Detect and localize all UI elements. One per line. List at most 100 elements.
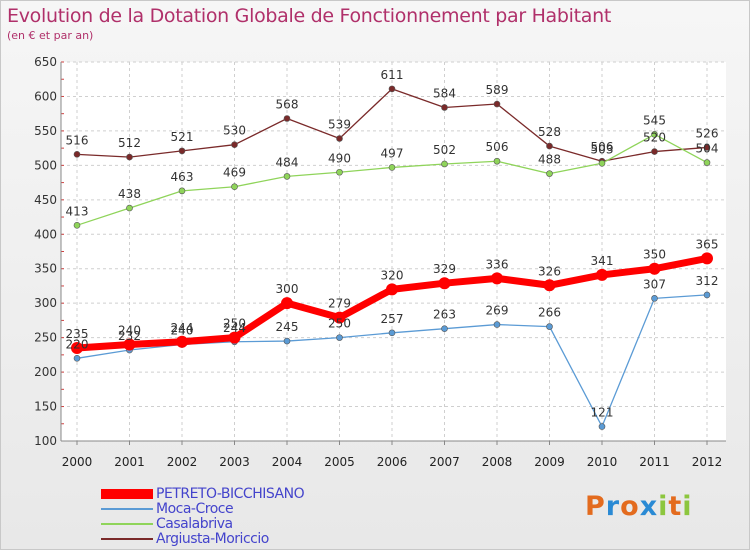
data-point <box>388 85 396 93</box>
data-label: 244 <box>223 321 246 335</box>
data-label: 365 <box>696 237 719 251</box>
logo-letter: i <box>682 491 693 522</box>
data-label: 263 <box>433 308 456 322</box>
chart-subtitle: (en € et par an) <box>7 29 94 42</box>
data-point <box>703 291 711 299</box>
data-label: 438 <box>118 187 141 201</box>
legend-label: PETRETO-BICCHISANO <box>156 486 305 502</box>
data-point <box>333 311 346 324</box>
data-point <box>73 222 81 229</box>
data-point <box>703 159 711 166</box>
data-label: 121 <box>591 406 614 420</box>
y-tick-label: 600 <box>34 89 57 103</box>
data-point <box>651 295 658 302</box>
data-point <box>703 144 711 151</box>
data-point <box>176 335 188 348</box>
data-label: 526 <box>696 126 719 140</box>
data-point <box>73 355 81 362</box>
data-label: 350 <box>643 248 666 262</box>
legend-label: Argiusta-Moriccio <box>156 531 269 547</box>
data-label: 320 <box>381 268 404 282</box>
data-point <box>651 131 658 138</box>
data-label: 589 <box>486 83 509 97</box>
data-label: 257 <box>381 312 404 326</box>
data-label: 611 <box>381 68 404 82</box>
data-label: 502 <box>433 143 456 157</box>
data-label: 336 <box>486 257 509 271</box>
data-label: 250 <box>223 317 246 331</box>
data-point <box>493 100 501 108</box>
legend-label: Casalabriva <box>156 516 233 532</box>
x-tick-label: 2009 <box>534 455 565 469</box>
data-point <box>126 153 133 161</box>
x-tick-label: 2003 <box>219 455 250 469</box>
data-point <box>438 277 451 290</box>
data-point <box>178 147 186 155</box>
data-label: 512 <box>118 136 141 150</box>
legend-item-argiusta-moriccio: Argiusta-Moriccio <box>101 531 401 547</box>
data-label: 240 <box>171 324 194 338</box>
data-point <box>493 321 501 328</box>
data-label: 250 <box>328 317 351 331</box>
data-point <box>386 283 398 296</box>
data-label: 469 <box>223 166 246 180</box>
data-point <box>281 297 293 310</box>
x-tick-label: 2000 <box>62 455 93 469</box>
y-tick-label: 250 <box>34 331 57 345</box>
data-label: 413 <box>66 204 89 218</box>
logo-letter: i <box>658 491 669 522</box>
data-label: 568 <box>276 98 299 112</box>
data-label: 240 <box>118 324 141 338</box>
data-label: 326 <box>538 264 561 278</box>
data-point <box>546 323 553 330</box>
data-label: 484 <box>276 155 299 169</box>
data-point <box>73 151 81 158</box>
data-point <box>336 168 343 176</box>
data-label: 506 <box>486 140 509 154</box>
data-label: 584 <box>433 86 456 100</box>
data-point <box>228 331 241 344</box>
data-label: 232 <box>118 329 141 343</box>
y-tick-label: 550 <box>34 124 57 138</box>
data-label: 539 <box>328 117 351 131</box>
x-tick-label: 2004 <box>272 455 303 469</box>
data-point <box>598 423 606 430</box>
data-label: 235 <box>66 327 89 341</box>
data-point <box>596 268 608 281</box>
data-label: 341 <box>591 254 614 268</box>
data-label: 545 <box>643 113 666 127</box>
x-tick-label: 2012 <box>692 455 723 469</box>
legend-swatch <box>101 489 153 499</box>
x-tick-label: 2010 <box>587 455 618 469</box>
data-point <box>543 279 556 292</box>
data-label: 244 <box>171 321 194 335</box>
data-point <box>493 157 501 165</box>
data-label: 490 <box>328 151 351 165</box>
y-tick-label: 500 <box>34 158 57 172</box>
logo-letter: r <box>605 491 621 522</box>
data-point <box>491 272 503 285</box>
data-point <box>546 142 553 150</box>
data-point <box>283 173 291 180</box>
data-point <box>336 334 343 341</box>
legend-swatch <box>101 523 153 525</box>
legend-label: Moca-Croce <box>156 501 234 517</box>
data-point <box>546 170 553 177</box>
y-tick-label: 300 <box>34 296 57 310</box>
data-point <box>648 262 661 275</box>
data-point <box>126 204 133 212</box>
data-label: 528 <box>538 125 561 139</box>
data-point <box>336 135 343 142</box>
data-point <box>283 115 291 122</box>
y-tick-label: 650 <box>34 55 57 69</box>
data-point <box>388 164 396 171</box>
y-tick-label: 150 <box>34 400 57 414</box>
data-label: 266 <box>538 306 561 320</box>
data-label: 220 <box>66 337 89 351</box>
data-label: 497 <box>381 146 404 160</box>
data-point <box>123 338 136 351</box>
data-label: 506 <box>591 140 614 154</box>
data-point <box>598 159 606 167</box>
data-label: 516 <box>66 133 89 147</box>
